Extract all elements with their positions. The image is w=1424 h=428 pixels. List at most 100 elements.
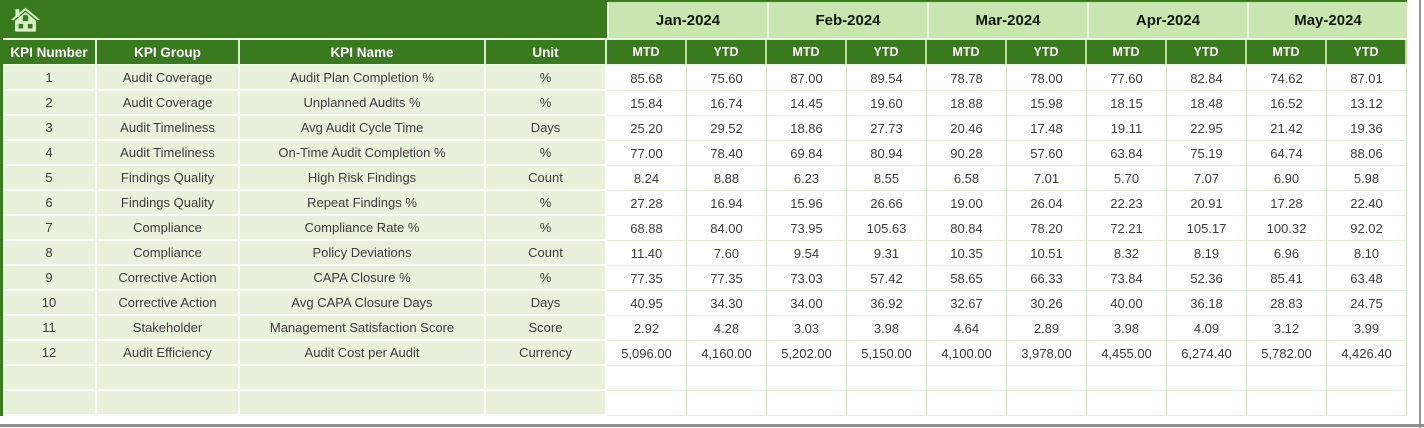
kpi-value-cell[interactable]: 77.00 xyxy=(607,141,687,166)
kpi-value-cell[interactable]: 19.60 xyxy=(847,91,927,116)
kpi-value-cell[interactable] xyxy=(1167,366,1247,391)
month-header-cell[interactable]: Mar-2024 xyxy=(927,2,1087,38)
kpi-value-cell[interactable]: 2.92 xyxy=(607,316,687,341)
kpi-value-cell[interactable] xyxy=(927,366,1007,391)
kpi-value-cell[interactable]: 5.98 xyxy=(1327,166,1407,191)
kpi-value-cell[interactable]: 30.26 xyxy=(1007,291,1087,316)
kpi-value-cell[interactable]: 8.32 xyxy=(1087,241,1167,266)
kpi-unit-cell[interactable]: % xyxy=(486,266,607,291)
kpi-value-cell[interactable]: 22.23 xyxy=(1087,191,1167,216)
kpi-value-cell[interactable]: 16.74 xyxy=(687,91,767,116)
kpi-number-cell[interactable]: 8 xyxy=(3,241,97,266)
kpi-name-cell[interactable]: High Risk Findings xyxy=(240,166,486,191)
kpi-value-cell[interactable]: 24.75 xyxy=(1327,291,1407,316)
kpi-value-cell[interactable]: 28.83 xyxy=(1247,291,1327,316)
kpi-value-cell[interactable]: 25.20 xyxy=(607,116,687,141)
kpi-unit-cell[interactable]: % xyxy=(486,191,607,216)
kpi-unit-cell[interactable]: % xyxy=(486,66,607,91)
kpi-value-cell[interactable]: 22.40 xyxy=(1327,191,1407,216)
kpi-value-cell[interactable]: 6,274.40 xyxy=(1167,341,1247,366)
kpi-value-cell[interactable] xyxy=(1087,366,1167,391)
kpi-name-cell[interactable]: Policy Deviations xyxy=(240,241,486,266)
kpi-unit-cell[interactable]: Score xyxy=(486,316,607,341)
kpi-number-cell[interactable]: 7 xyxy=(3,216,97,241)
kpi-value-cell[interactable]: 5,150.00 xyxy=(847,341,927,366)
kpi-unit-cell[interactable]: % xyxy=(486,216,607,241)
kpi-name-cell[interactable]: Avg CAPA Closure Days xyxy=(240,291,486,316)
kpi-value-cell[interactable]: 6.23 xyxy=(767,166,847,191)
kpi-value-cell[interactable]: 80.84 xyxy=(927,216,1007,241)
kpi-unit-cell[interactable]: Days xyxy=(486,116,607,141)
kpi-number-cell[interactable]: 10 xyxy=(3,291,97,316)
kpi-unit-cell[interactable] xyxy=(486,391,607,416)
kpi-name-cell[interactable]: Avg Audit Cycle Time xyxy=(240,116,486,141)
kpi-name-cell[interactable] xyxy=(240,391,486,416)
kpi-group-cell[interactable]: Stakeholder xyxy=(97,316,240,341)
kpi-value-cell[interactable]: 6.58 xyxy=(927,166,1007,191)
kpi-value-cell[interactable] xyxy=(687,366,767,391)
kpi-value-cell[interactable]: 18.15 xyxy=(1087,91,1167,116)
kpi-value-cell[interactable]: 17.48 xyxy=(1007,116,1087,141)
kpi-value-cell[interactable] xyxy=(607,366,687,391)
kpi-value-cell[interactable]: 80.94 xyxy=(847,141,927,166)
kpi-value-cell[interactable]: 6.96 xyxy=(1247,241,1327,266)
kpi-value-cell[interactable]: 40.00 xyxy=(1087,291,1167,316)
kpi-unit-cell[interactable] xyxy=(486,366,607,391)
period-header-cell[interactable]: MTD xyxy=(607,40,687,64)
kpi-value-cell[interactable]: 57.60 xyxy=(1007,141,1087,166)
kpi-group-cell[interactable]: Findings Quality xyxy=(97,191,240,216)
kpi-value-cell[interactable]: 3.03 xyxy=(767,316,847,341)
kpi-value-cell[interactable]: 63.48 xyxy=(1327,266,1407,291)
kpi-value-cell[interactable]: 40.95 xyxy=(607,291,687,316)
kpi-value-cell[interactable]: 9.31 xyxy=(847,241,927,266)
kpi-value-cell[interactable]: 16.52 xyxy=(1247,91,1327,116)
kpi-value-cell[interactable]: 15.84 xyxy=(607,91,687,116)
kpi-group-cell[interactable] xyxy=(97,391,240,416)
kpi-group-cell[interactable]: Audit Coverage xyxy=(97,91,240,116)
month-header-cell[interactable]: May-2024 xyxy=(1247,2,1407,38)
kpi-value-cell[interactable]: 20.91 xyxy=(1167,191,1247,216)
kpi-value-cell[interactable]: 105.63 xyxy=(847,216,927,241)
kpi-value-cell[interactable]: 58.65 xyxy=(927,266,1007,291)
kpi-value-cell[interactable]: 8.88 xyxy=(687,166,767,191)
kpi-name-cell[interactable]: Repeat Findings % xyxy=(240,191,486,216)
kpi-value-cell[interactable]: 3.99 xyxy=(1327,316,1407,341)
kpi-value-cell[interactable]: 88.06 xyxy=(1327,141,1407,166)
kpi-unit-cell[interactable]: Count xyxy=(486,166,607,191)
kpi-value-cell[interactable] xyxy=(1167,391,1247,416)
kpi-value-cell[interactable]: 11.40 xyxy=(607,241,687,266)
kpi-value-cell[interactable]: 87.01 xyxy=(1327,66,1407,91)
kpi-number-cell[interactable]: 2 xyxy=(3,91,97,116)
kpi-value-cell[interactable]: 105.17 xyxy=(1167,216,1247,241)
kpi-value-cell[interactable]: 14.45 xyxy=(767,91,847,116)
kpi-value-cell[interactable] xyxy=(687,391,767,416)
kpi-value-cell[interactable]: 5,096.00 xyxy=(607,341,687,366)
kpi-value-cell[interactable] xyxy=(1007,366,1087,391)
kpi-value-cell[interactable]: 8.10 xyxy=(1327,241,1407,266)
kpi-value-cell[interactable]: 78.20 xyxy=(1007,216,1087,241)
kpi-number-cell[interactable]: 9 xyxy=(3,266,97,291)
kpi-value-cell[interactable]: 68.88 xyxy=(607,216,687,241)
kpi-value-cell[interactable]: 7.01 xyxy=(1007,166,1087,191)
kpi-value-cell[interactable]: 22.95 xyxy=(1167,116,1247,141)
kpi-name-cell[interactable]: Compliance Rate % xyxy=(240,216,486,241)
kpi-value-cell[interactable]: 52.36 xyxy=(1167,266,1247,291)
kpi-value-cell[interactable]: 77.35 xyxy=(687,266,767,291)
kpi-number-cell[interactable] xyxy=(3,391,97,416)
period-header-cell[interactable]: YTD xyxy=(1007,40,1087,64)
kpi-value-cell[interactable]: 87.00 xyxy=(767,66,847,91)
kpi-unit-cell[interactable]: Count xyxy=(486,241,607,266)
kpi-value-cell[interactable]: 10.35 xyxy=(927,241,1007,266)
kpi-number-cell[interactable] xyxy=(3,366,97,391)
kpi-value-cell[interactable]: 72.21 xyxy=(1087,216,1167,241)
kpi-value-cell[interactable]: 20.46 xyxy=(927,116,1007,141)
kpi-value-cell[interactable]: 4.64 xyxy=(927,316,1007,341)
month-header-cell[interactable]: Jan-2024 xyxy=(607,2,767,38)
month-header-cell[interactable]: Feb-2024 xyxy=(767,2,927,38)
kpi-unit-cell[interactable]: Currency xyxy=(486,341,607,366)
kpi-value-cell[interactable]: 6.90 xyxy=(1247,166,1327,191)
kpi-value-cell[interactable]: 29.52 xyxy=(687,116,767,141)
kpi-value-cell[interactable]: 7.60 xyxy=(687,241,767,266)
kpi-name-cell[interactable]: Unplanned Audits % xyxy=(240,91,486,116)
kpi-value-cell[interactable]: 57.42 xyxy=(847,266,927,291)
